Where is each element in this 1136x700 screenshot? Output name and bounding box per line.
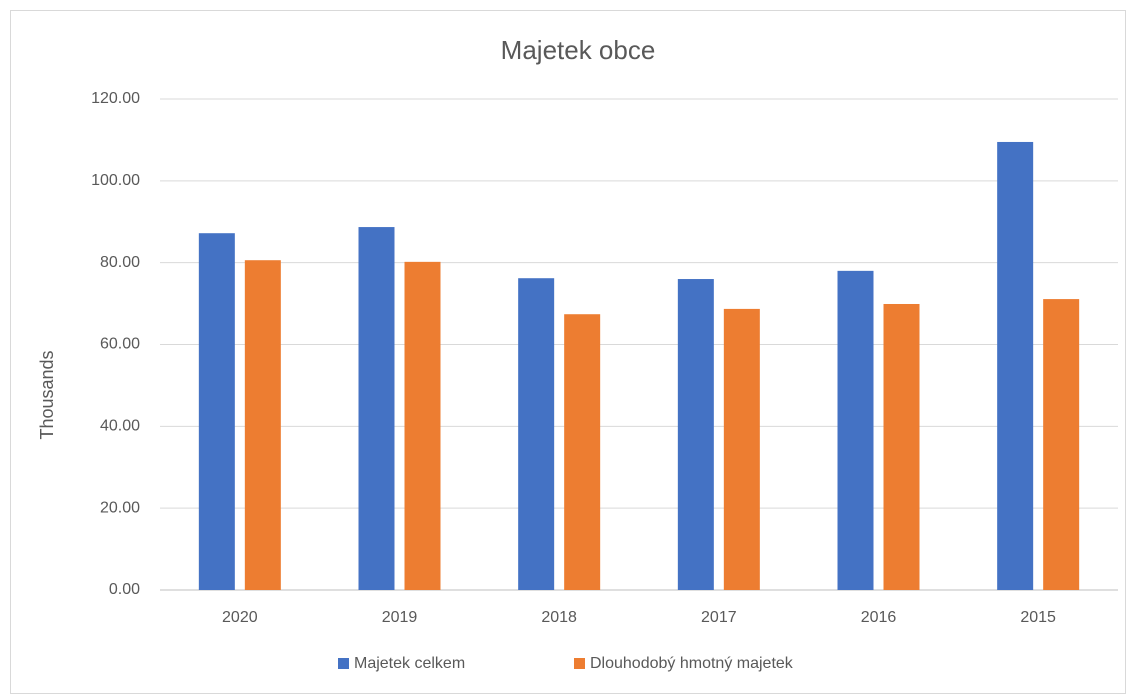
y-tick-label: 100.00 [91, 172, 140, 189]
x-tick-label: 2017 [701, 609, 737, 626]
y-tick-label: 20.00 [100, 499, 140, 516]
legend-swatch [338, 658, 349, 669]
bar [883, 303, 920, 590]
x-tick-label: 2018 [541, 609, 577, 626]
bar [244, 260, 281, 590]
x-tick-label: 2015 [1020, 609, 1056, 626]
bar [518, 278, 555, 590]
bar [404, 261, 441, 590]
legend-label: Dlouhodobý hmotný majetek [590, 655, 794, 672]
bar [997, 141, 1034, 590]
legend-label: Majetek celkem [354, 655, 465, 672]
x-tick-label: 2020 [222, 609, 258, 626]
y-tick-label: 80.00 [100, 254, 140, 271]
x-tick-label: 2016 [861, 609, 897, 626]
y-axis-label: Thousands [37, 350, 57, 439]
chart-title: Majetek obce [501, 35, 656, 65]
bar [723, 308, 760, 590]
bar [198, 233, 235, 590]
y-tick-label: 60.00 [100, 336, 140, 353]
bar [837, 270, 874, 590]
bar [1043, 299, 1080, 590]
x-tick-label: 2019 [382, 609, 418, 626]
y-tick-label: 0.00 [109, 581, 140, 598]
legend-swatch [574, 658, 585, 669]
bar [677, 279, 714, 590]
y-tick-label: 120.00 [91, 90, 140, 107]
y-tick-label: 40.00 [100, 418, 140, 435]
bar [564, 314, 601, 590]
bar [358, 227, 395, 591]
